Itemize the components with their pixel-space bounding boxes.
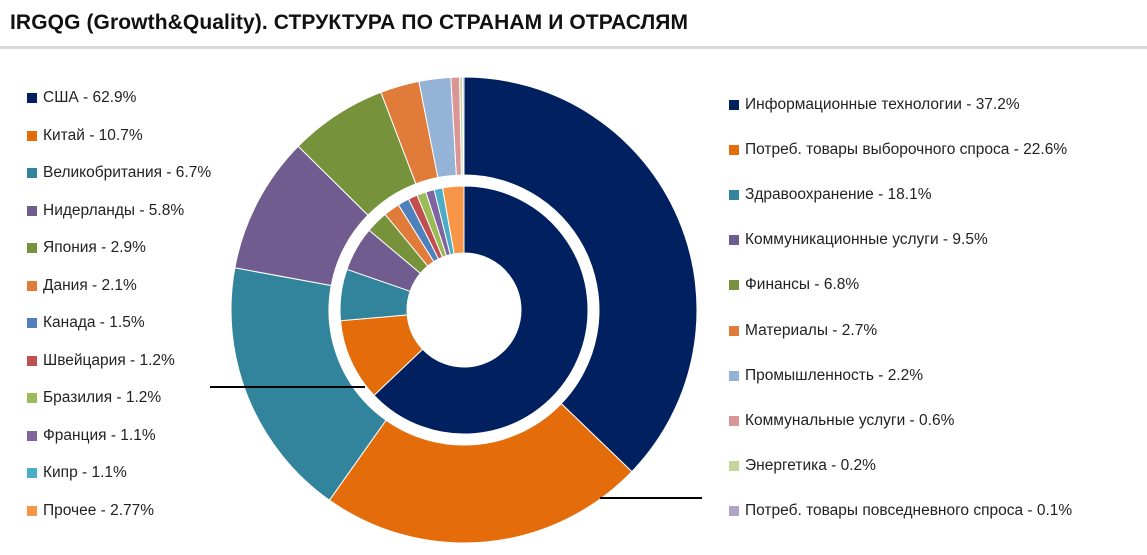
legend-label: Дания - 2.1% <box>43 276 137 294</box>
legend-swatch <box>27 318 37 328</box>
country-legend-item: Китай - 10.7% <box>27 127 143 145</box>
legend-label: Материалы - 2.7% <box>745 321 878 339</box>
country-legend-item: Швейцария - 1.2% <box>27 352 175 370</box>
sector-legend-item: Коммуникационные услуги - 9.5% <box>729 231 988 249</box>
country-legend-item: Дания - 2.1% <box>27 277 137 295</box>
sector-slice-0 <box>463 76 698 473</box>
legend-label: Япония - 2.9% <box>43 239 146 256</box>
country-legend-item: Великобритания - 6.7% <box>27 164 211 182</box>
country-slice-11 <box>441 185 465 255</box>
legend-label: Потреб. товары выборочного спроса - 22.6… <box>745 141 1068 159</box>
country-legend-item: Кипр - 1.1% <box>27 464 127 482</box>
country-legend-item: Прочее - 2.77% <box>27 502 154 520</box>
sector-legend-item: Потреб. товары выборочного спроса - 22.6… <box>729 141 1067 159</box>
country-legend-item: Франция - 1.1% <box>27 427 156 445</box>
legend-label: США - 62.9% <box>43 89 137 106</box>
sector-legend-item: Энергетика - 0.2% <box>729 457 876 475</box>
country-legend-item: Нидерланды - 5.8% <box>27 202 184 220</box>
legend-swatch <box>27 505 37 516</box>
legend-label: Бразилия - 1.2% <box>43 389 162 406</box>
legend-label: Информационные технологии - 37.2% <box>745 96 1020 113</box>
legend-label: Китай - 10.7% <box>43 126 143 144</box>
legend-swatch <box>729 280 739 291</box>
legend-swatch <box>729 235 739 246</box>
country-legend-item: США - 62.9% <box>27 89 136 107</box>
legend-swatch <box>27 168 37 178</box>
country-legend-item: Канада - 1.5% <box>27 314 145 332</box>
sector-legend-item: Промышленность - 2.2% <box>729 367 923 385</box>
legend-swatch <box>729 460 739 471</box>
legend-label: Великобритания - 6.7% <box>43 164 212 181</box>
legend-swatch <box>27 93 37 103</box>
legend-swatch <box>27 243 37 253</box>
sector-slice-1 <box>328 402 633 544</box>
legend-swatch <box>27 393 37 403</box>
legend-swatch <box>729 100 739 110</box>
legend-swatch <box>729 190 739 201</box>
legend-label: Здравоохранение - 18.1% <box>745 186 932 204</box>
legend-label: Коммунальные услуги - 0.6% <box>745 411 955 429</box>
legend-swatch <box>729 325 739 336</box>
chart-title: IRGQG (Growth&Quality). СТРУКТУРА ПО СТР… <box>10 11 689 34</box>
legend-label: Нидерланды - 5.8% <box>43 201 185 219</box>
legend-label: Кипр - 1.1% <box>43 464 127 481</box>
legend-swatch <box>27 355 37 366</box>
outer-ring-sectors <box>230 76 698 544</box>
legend-label: Промышленность - 2.2% <box>745 366 924 384</box>
sector-slice-2 <box>230 267 387 501</box>
legend-swatch <box>729 415 739 426</box>
legend-label: Канада - 1.5% <box>43 314 145 331</box>
sector-legend-item: Информационные технологии - 37.2% <box>729 96 1020 114</box>
country-legend-item: Бразилия - 1.2% <box>27 389 161 407</box>
legend-label: Швейцария - 1.2% <box>43 351 175 369</box>
sector-legend-item: Материалы - 2.7% <box>729 322 877 340</box>
legend-swatch <box>729 370 739 381</box>
sector-slice-9 <box>462 76 465 176</box>
country-slice-0 <box>373 185 589 435</box>
legend-swatch <box>27 468 37 478</box>
legend-swatch <box>27 280 37 291</box>
sector-legend-item: Финансы - 6.8% <box>729 276 859 294</box>
legend-label: Потреб. товары повседневного спроса - 0.… <box>745 501 1073 519</box>
legend-swatch <box>27 430 37 441</box>
legend-swatch <box>27 130 37 141</box>
legend-label: Коммуникационные услуги - 9.5% <box>745 231 988 249</box>
legend-swatch <box>27 205 37 216</box>
title-divider <box>0 46 1147 49</box>
legend-label: Энергетика - 0.2% <box>745 456 876 474</box>
legend-swatch <box>729 505 739 516</box>
sector-legend-item: Потреб. товары повседневного спроса - 0.… <box>729 502 1072 520</box>
legend-swatch <box>729 145 739 156</box>
sector-legend-item: Коммунальные услуги - 0.6% <box>729 412 954 430</box>
country-legend-item: Япония - 2.9% <box>27 239 146 257</box>
sector-legend-item: Здравоохранение - 18.1% <box>729 186 932 204</box>
inner-ring-countries <box>339 185 589 435</box>
legend-label: Прочее - 2.77% <box>43 501 155 519</box>
legend-label: Франция - 1.1% <box>43 426 156 444</box>
legend-label: Финансы - 6.8% <box>745 276 860 294</box>
